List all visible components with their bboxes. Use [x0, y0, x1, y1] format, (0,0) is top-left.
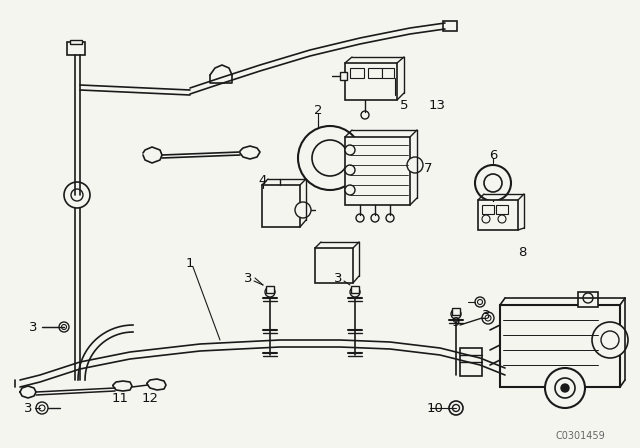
Text: 3: 3 — [244, 271, 252, 284]
Circle shape — [345, 145, 355, 155]
Circle shape — [350, 287, 360, 297]
Circle shape — [601, 331, 619, 349]
Circle shape — [36, 402, 48, 414]
Text: 7: 7 — [424, 161, 432, 175]
Bar — [315, 248, 353, 283]
Circle shape — [555, 378, 575, 398]
Circle shape — [345, 185, 355, 195]
Circle shape — [312, 140, 348, 176]
Circle shape — [39, 405, 45, 411]
Circle shape — [484, 174, 502, 192]
Text: 3: 3 — [24, 401, 32, 414]
Bar — [340, 72, 347, 80]
Circle shape — [452, 405, 460, 412]
Text: 2: 2 — [314, 103, 323, 116]
Text: 11: 11 — [111, 392, 129, 405]
Text: 3: 3 — [333, 271, 342, 284]
Text: 4: 4 — [259, 173, 267, 186]
Bar — [67, 42, 85, 55]
Circle shape — [407, 157, 423, 173]
Circle shape — [59, 322, 69, 332]
Bar — [368, 68, 382, 78]
Circle shape — [475, 297, 485, 307]
Circle shape — [298, 126, 362, 190]
Text: 9: 9 — [451, 315, 459, 328]
Bar — [443, 21, 457, 31]
Circle shape — [61, 324, 67, 329]
Circle shape — [356, 214, 364, 222]
Bar — [350, 68, 364, 78]
Circle shape — [477, 300, 483, 305]
Text: C0301459: C0301459 — [555, 431, 605, 441]
Bar — [496, 205, 508, 214]
Circle shape — [545, 368, 585, 408]
Circle shape — [583, 293, 593, 303]
Bar — [70, 40, 82, 44]
Circle shape — [295, 202, 311, 218]
Circle shape — [345, 165, 355, 175]
Circle shape — [64, 182, 90, 208]
Circle shape — [592, 322, 628, 358]
Bar — [460, 348, 482, 376]
Circle shape — [449, 401, 463, 415]
Text: 12: 12 — [141, 392, 159, 405]
Bar — [262, 185, 300, 227]
Bar — [382, 68, 394, 78]
Circle shape — [371, 214, 379, 222]
Circle shape — [265, 287, 275, 297]
Bar — [578, 292, 598, 307]
Circle shape — [485, 315, 491, 321]
Circle shape — [475, 165, 511, 201]
Circle shape — [71, 189, 83, 201]
Bar — [351, 286, 359, 293]
Text: 13: 13 — [429, 99, 445, 112]
Text: 5: 5 — [400, 99, 408, 112]
Bar — [482, 205, 494, 214]
Circle shape — [482, 215, 490, 223]
Bar — [500, 305, 620, 387]
Bar — [478, 200, 518, 230]
Circle shape — [386, 214, 394, 222]
Circle shape — [498, 215, 506, 223]
Bar — [266, 286, 274, 293]
Circle shape — [561, 384, 569, 392]
Circle shape — [451, 309, 461, 319]
Circle shape — [361, 111, 369, 119]
Text: 10: 10 — [426, 401, 443, 414]
Text: 1: 1 — [186, 257, 195, 270]
Bar — [345, 137, 410, 205]
Text: 3: 3 — [29, 320, 37, 333]
Bar — [345, 63, 397, 100]
Text: 3: 3 — [482, 309, 490, 322]
Text: 6: 6 — [489, 148, 497, 161]
Bar — [452, 308, 460, 315]
Circle shape — [482, 312, 494, 324]
Text: 8: 8 — [518, 246, 526, 258]
